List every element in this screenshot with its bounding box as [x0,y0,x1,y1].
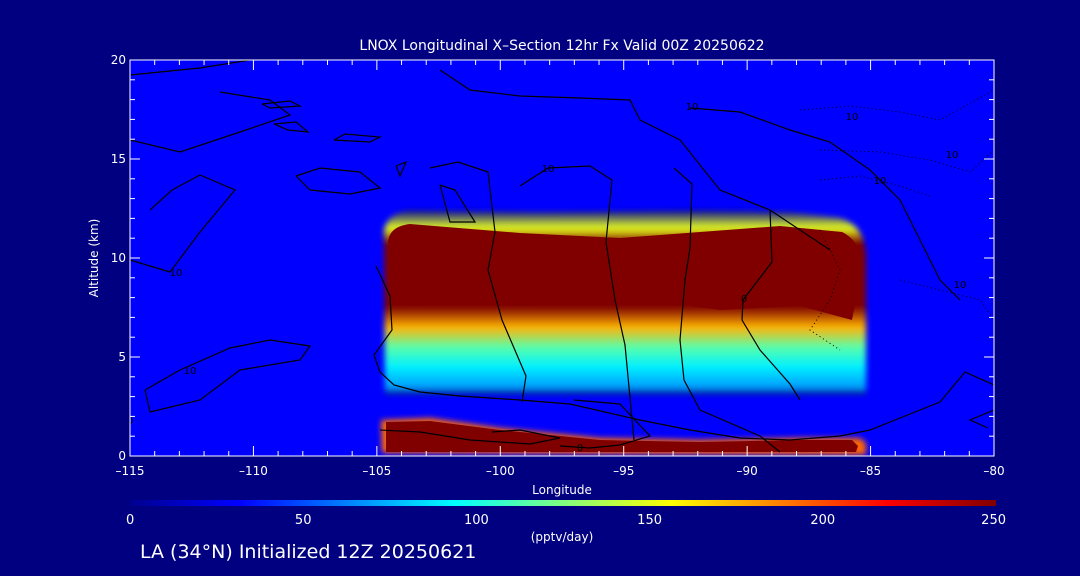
contour-line [130,174,236,273]
contour-label: 10 [946,150,959,161]
dotted-contour-line [819,149,994,173]
contour-line [273,121,310,133]
contour-label: 10 [686,102,699,113]
y-tick-label: 5 [118,350,126,364]
contour-line [559,399,652,449]
contour-line [689,107,961,301]
y-axis-label: Altitude (km) [87,219,101,298]
contour-label: 0 [741,294,747,305]
y-tick-label: 15 [111,152,126,166]
colorbar-label: (pptv/day) [531,530,594,544]
contour-label: 0 [577,443,583,454]
contour-label: 10 [874,176,887,187]
contour-line [395,160,408,178]
contour-labels: 10 10 10 10 0 0 10 10 10 10 0 [127,102,967,454]
contour-line [439,184,477,223]
contour-label: 10 [184,366,197,377]
colorbar-tick-label: 50 [295,513,312,528]
contour-line [429,161,527,403]
contour-line [144,339,312,413]
x-tick-label: –115 [116,464,145,478]
contour-lines [130,60,994,453]
dotted-contour-line [799,89,994,121]
lower-core-max [386,421,858,452]
plot-area: 10 10 10 10 0 0 10 10 10 10 0 [127,60,994,456]
dotted-contour-lines [799,89,994,351]
x-tick-label: –105 [362,464,391,478]
contour-line [439,69,831,251]
upper-core-max [388,224,861,320]
x-axis-ticks: –115 –110 –105 –100 –95 –90 –85 –80 [116,60,1005,478]
contour-label: 10 [846,112,859,123]
x-tick-label: –85 [860,464,881,478]
colorbar-tick-label: 150 [637,513,662,528]
contour-line [130,91,292,153]
colorbar-tick-label: 250 [981,513,1006,528]
contour-line [373,265,994,441]
y-tick-label: 10 [111,251,126,265]
colorbar-tick-label: 0 [126,513,134,528]
contour-line [130,60,251,76]
contour-line [968,409,994,429]
colorbar [130,500,996,506]
contour-line [741,209,801,401]
x-tick-label: –80 [983,464,1004,478]
x-axis-label: Longitude [532,483,592,497]
contour-label: 10 [542,164,555,175]
chart-title: LNOX Longitudinal X–Section 12hr Fx Vali… [359,38,764,54]
initialized-caption: LA (34°N) Initialized 12Z 20250621 [140,541,477,563]
colorbar-tick-label: 200 [810,513,835,528]
contour-line [295,167,382,195]
y-axis-ticks: 0 5 10 15 20 [111,53,994,463]
dotted-contour-line [899,279,994,321]
contour-line [519,165,635,441]
y-tick-label: 0 [118,449,126,463]
contour-label: 0 [127,416,133,427]
x-tick-label: –90 [737,464,758,478]
colorbar-tick-label: 100 [464,513,489,528]
dotted-contour-line [809,229,841,351]
colorbar-ticks: 0 50 100 150 200 250 [126,513,1006,528]
contour-line [673,167,781,453]
x-tick-label: –110 [239,464,268,478]
contour-line [333,133,383,143]
x-tick-label: –95 [613,464,634,478]
contour-label: 10 [954,280,967,291]
contour-label: 10 [170,268,183,279]
dotted-contour-line [819,175,931,197]
y-tick-label: 20 [111,53,126,67]
contour-line [379,429,561,445]
contour-line [261,100,303,109]
x-tick-label: –100 [486,464,515,478]
